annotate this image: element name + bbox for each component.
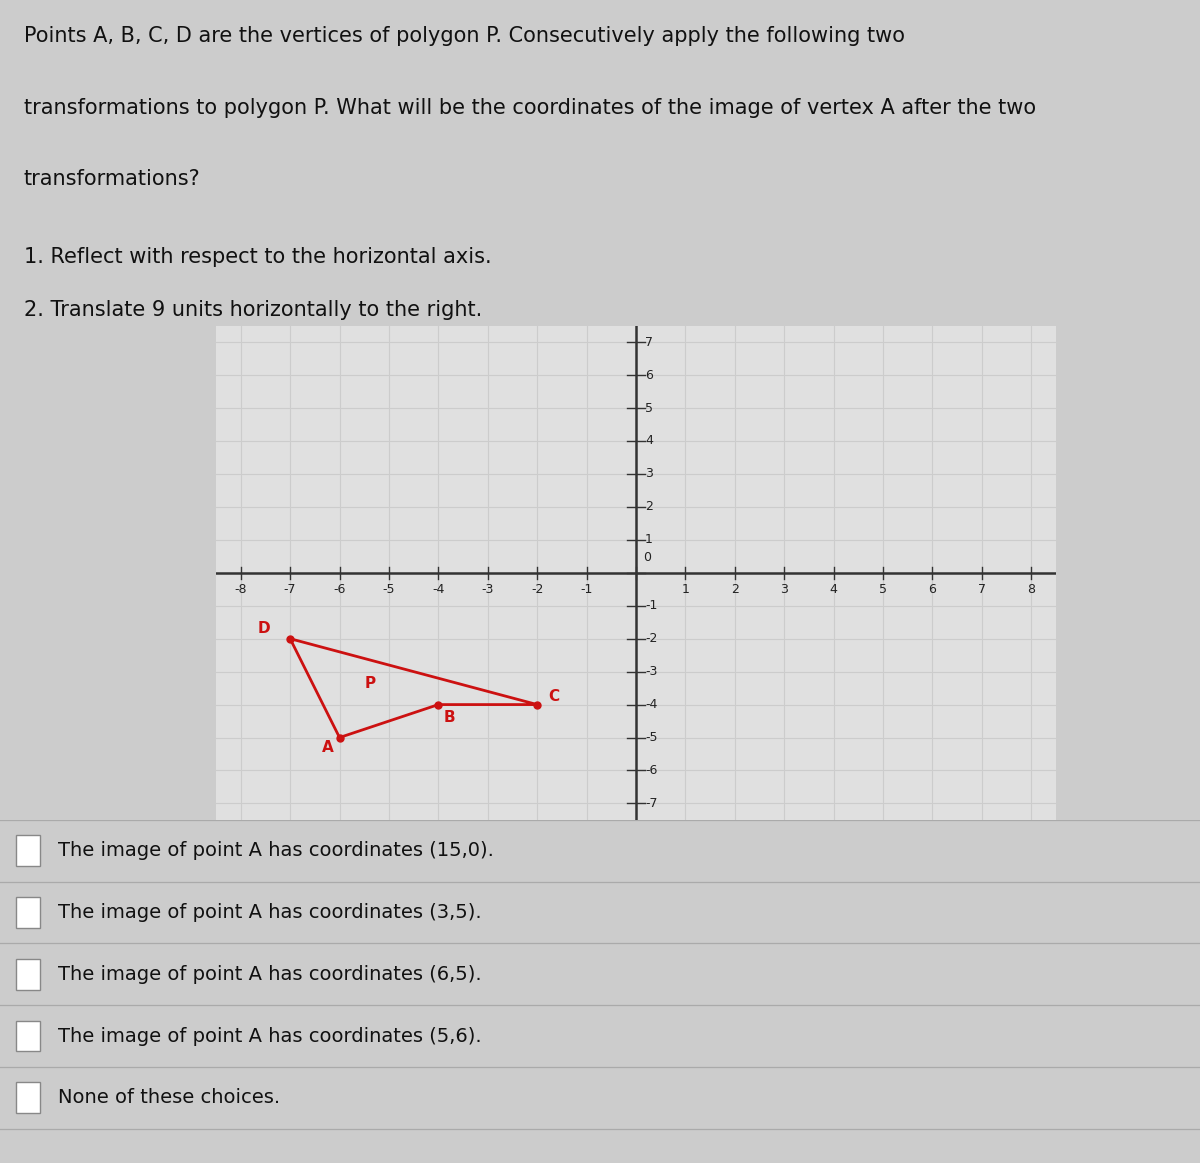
Text: -1: -1 [644,599,658,612]
FancyBboxPatch shape [16,897,40,928]
Text: -5: -5 [644,732,658,744]
Text: C: C [548,690,559,705]
Text: 2. Translate 9 units horizontally to the right.: 2. Translate 9 units horizontally to the… [24,300,482,320]
Text: -1: -1 [581,584,593,597]
Text: -5: -5 [383,584,395,597]
Text: 6: 6 [644,369,653,381]
Text: The image of point A has coordinates (15,0).: The image of point A has coordinates (15… [58,841,493,861]
FancyBboxPatch shape [16,958,40,990]
Text: None of these choices.: None of these choices. [58,1089,280,1107]
Text: 1: 1 [682,584,689,597]
Text: 7: 7 [644,336,653,349]
Text: D: D [258,621,271,636]
Text: Points A, B, C, D are the vertices of polygon P. Consecutively apply the followi: Points A, B, C, D are the vertices of po… [24,26,905,47]
Text: 7: 7 [978,584,986,597]
FancyBboxPatch shape [16,1021,40,1051]
Text: The image of point A has coordinates (5,6).: The image of point A has coordinates (5,… [58,1027,481,1046]
Text: A: A [323,741,334,755]
Text: -8: -8 [234,584,247,597]
Text: 1. Reflect with respect to the horizontal axis.: 1. Reflect with respect to the horizonta… [24,248,492,267]
Text: 4: 4 [829,584,838,597]
Text: The image of point A has coordinates (3,5).: The image of point A has coordinates (3,… [58,902,481,922]
Text: -3: -3 [644,665,658,678]
FancyBboxPatch shape [16,1083,40,1113]
Text: 0: 0 [643,550,652,564]
Text: 8: 8 [1027,584,1036,597]
Text: transformations to polygon P. What will be the coordinates of the image of verte: transformations to polygon P. What will … [24,98,1036,117]
Text: 5: 5 [644,401,653,414]
Text: -6: -6 [334,584,346,597]
Text: B: B [443,709,455,725]
Text: -7: -7 [644,797,658,809]
Text: -3: -3 [481,584,494,597]
Text: 1: 1 [644,534,653,547]
Text: P: P [365,676,376,691]
Text: 6: 6 [929,584,936,597]
Text: 2: 2 [644,500,653,513]
Text: transformations?: transformations? [24,170,200,190]
Text: 5: 5 [880,584,887,597]
Text: -2: -2 [644,633,658,645]
Text: -7: -7 [284,584,296,597]
Text: -6: -6 [644,764,658,777]
Text: -2: -2 [530,584,544,597]
Text: 3: 3 [644,468,653,480]
Text: The image of point A has coordinates (6,5).: The image of point A has coordinates (6,… [58,965,481,984]
Text: 4: 4 [644,435,653,448]
FancyBboxPatch shape [16,835,40,866]
Text: -4: -4 [432,584,444,597]
Text: 2: 2 [731,584,739,597]
Text: 3: 3 [780,584,788,597]
Text: -4: -4 [644,698,658,711]
